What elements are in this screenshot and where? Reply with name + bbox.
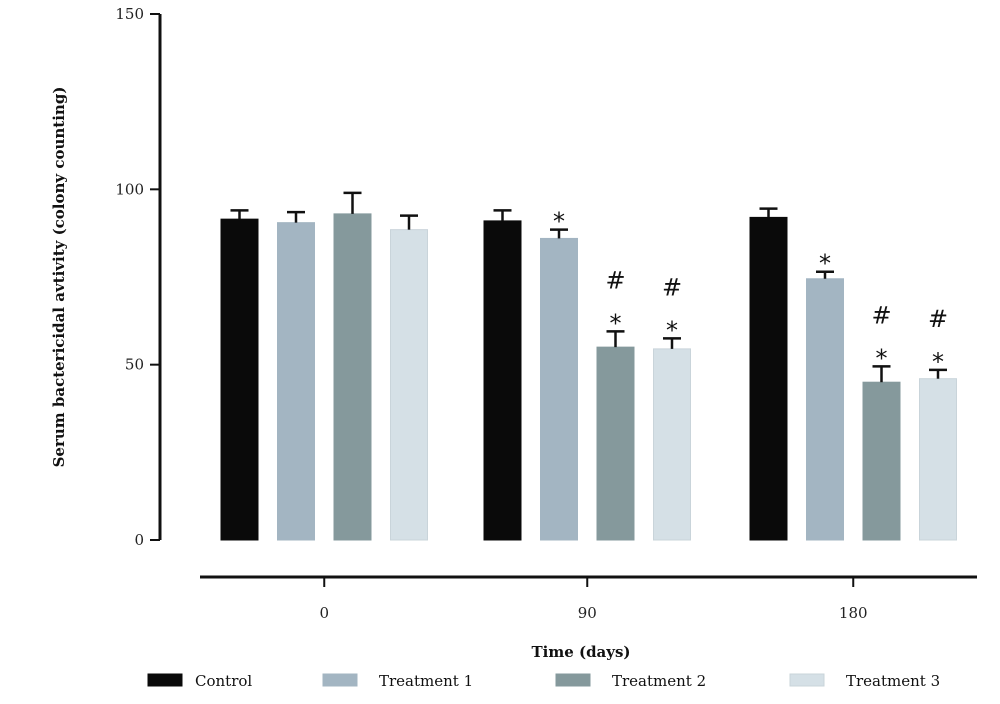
legend: Control Treatment 1 Treatment 2 Treatment 3 <box>147 672 940 690</box>
y-axis: 0 50 100 150 <box>115 5 162 549</box>
significance-asterisk: * <box>819 250 831 278</box>
x-axis-title: Time (days) <box>531 643 630 661</box>
legend-swatch <box>147 673 183 687</box>
bar <box>277 222 315 541</box>
legend-label: Treatment 3 <box>846 672 940 690</box>
y-tick-label: 150 <box>115 5 144 23</box>
legend-swatch <box>555 673 591 687</box>
bar <box>862 381 901 541</box>
bar <box>540 237 578 541</box>
bar <box>220 218 259 541</box>
significance-asterisk: * <box>553 208 565 236</box>
bar <box>333 213 372 541</box>
bar <box>749 216 788 541</box>
significance-hash: # <box>662 273 682 301</box>
y-axis-title: Serum bactericidal avtivity (colony coun… <box>50 87 68 468</box>
legend-label: Control <box>195 672 252 690</box>
legend-label: Treatment 1 <box>379 672 473 690</box>
bar <box>483 220 522 541</box>
bar <box>919 378 957 541</box>
legend-swatch <box>322 673 358 687</box>
significance-hash: # <box>605 266 625 294</box>
bars: * * * # * # * # * # <box>220 191 957 541</box>
x-tick-label: 90 <box>578 604 597 622</box>
y-tick-label: 0 <box>134 531 144 549</box>
x-tick-label: 180 <box>839 604 868 622</box>
bar <box>596 346 635 541</box>
significance-asterisk: * <box>610 309 622 337</box>
significance-asterisk: * <box>932 348 944 376</box>
y-tick-label: 50 <box>125 356 144 374</box>
bar <box>390 229 428 541</box>
bar <box>806 278 844 541</box>
significance-hash: # <box>871 301 891 329</box>
y-tick-label: 100 <box>115 180 144 198</box>
legend-label: Treatment 2 <box>612 672 706 690</box>
significance-asterisk: * <box>666 316 678 344</box>
significance-asterisk: * <box>876 344 888 372</box>
bar <box>653 348 691 541</box>
legend-swatch <box>789 673 825 687</box>
significance-hash: # <box>928 305 948 333</box>
x-axis: 0 90 180 <box>200 575 977 622</box>
x-tick-label: 0 <box>319 604 329 622</box>
